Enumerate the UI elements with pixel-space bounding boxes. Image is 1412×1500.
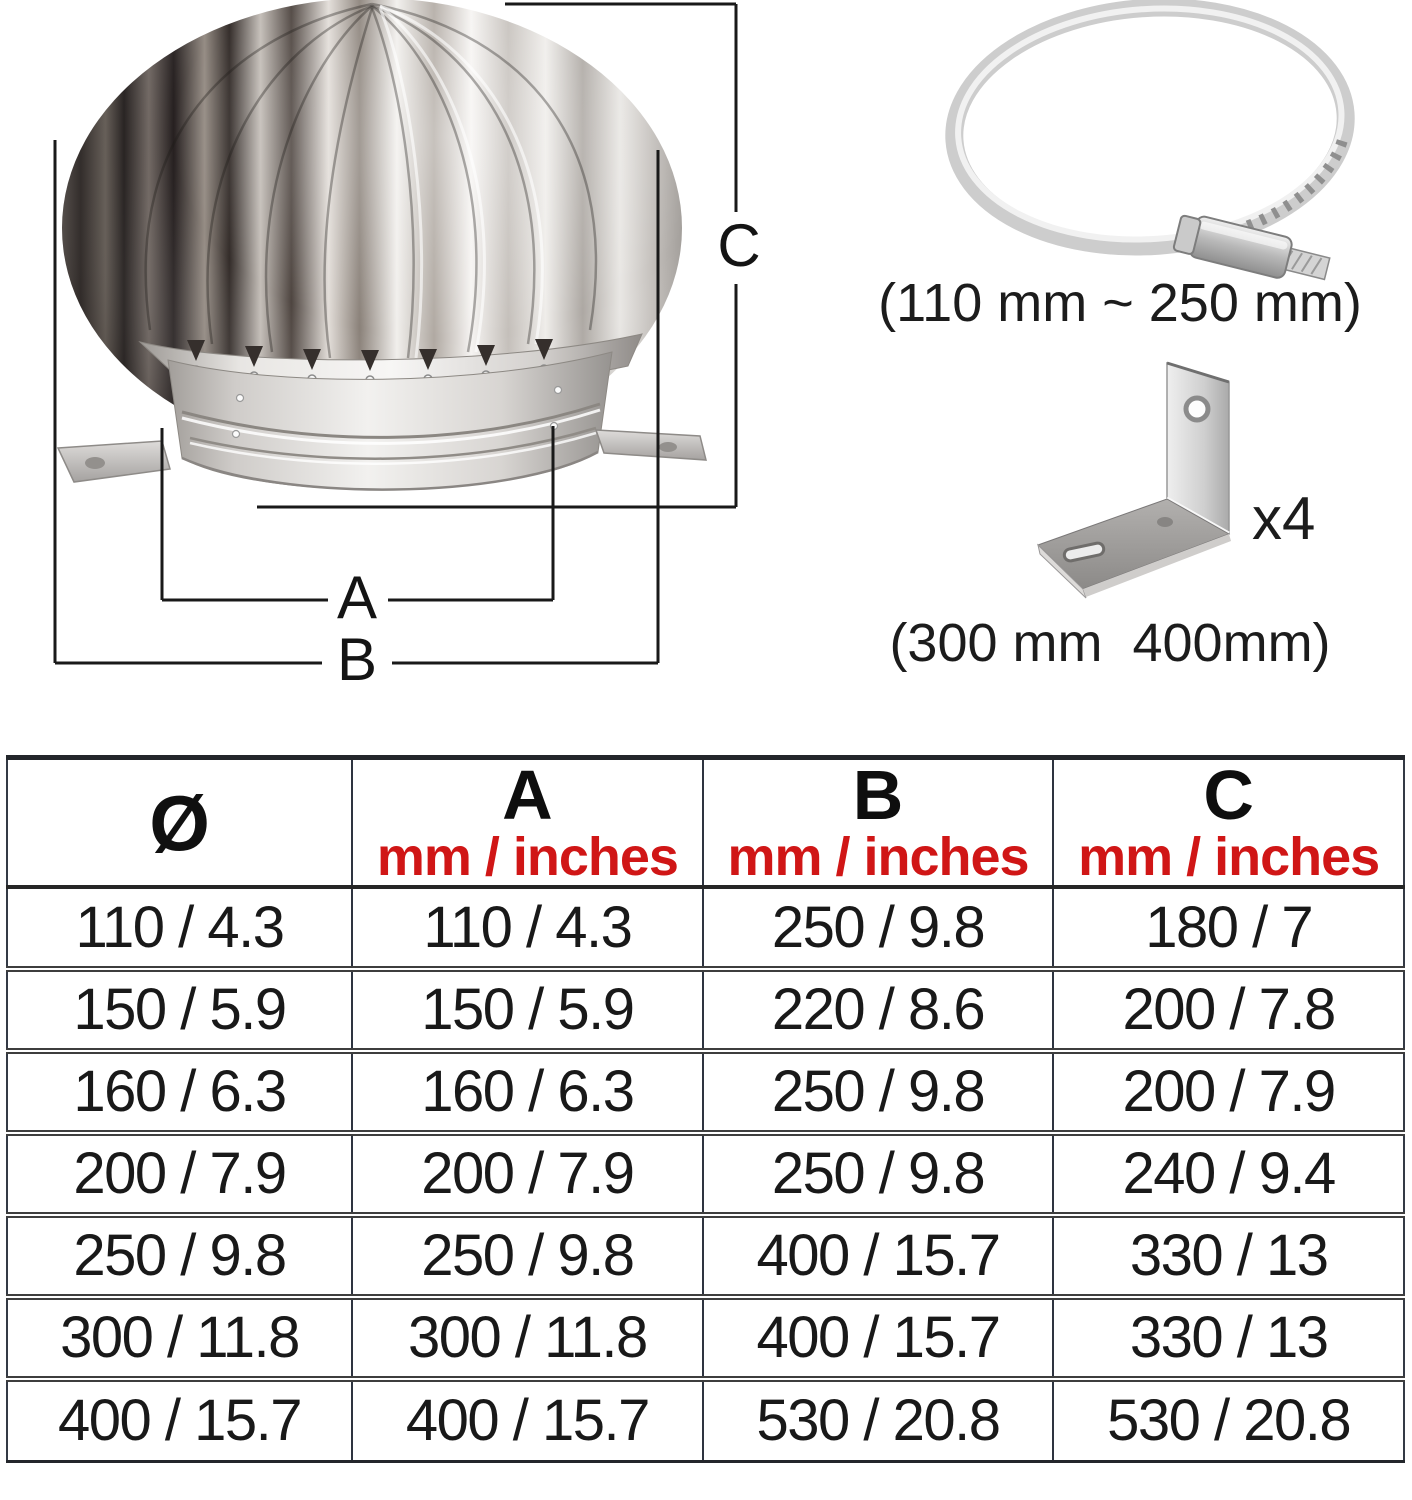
header-col-b: B mm / inches (701, 756, 1054, 888)
table-cell: 160 / 6.3 (73, 1059, 287, 1125)
table-cell: 300 / 11.8 (351, 1297, 703, 1380)
table-cell: 530 / 20.8 (1052, 1379, 1404, 1462)
table-cell: 300 / 11.8 (60, 1305, 300, 1371)
col-b-letter: B (852, 756, 904, 834)
col-c-unit: mm / inches (1078, 826, 1380, 887)
col-a-letter: A (502, 756, 553, 834)
dimension-c-label: C (717, 212, 761, 279)
table-cell: 150 / 5.9 (351, 969, 703, 1052)
table-cell: 400 / 15.7 (701, 1297, 1054, 1380)
mounting-feet (56, 429, 707, 483)
bracket-slot (1062, 541, 1106, 563)
col-b-unit: mm / inches (727, 826, 1029, 887)
table-cell: 250 / 9.8 (351, 1215, 703, 1298)
dimension-a-lines (160, 426, 555, 602)
cowl-vane-tips (187, 339, 553, 371)
diameter-symbol: Ø (149, 778, 210, 867)
table-cell: 400 / 15.7 (58, 1387, 303, 1453)
table-cell: 250 / 9.8 (701, 1051, 1054, 1134)
bracket-size-caption: (300 mm 400mm) (889, 613, 1331, 673)
header-row: Ø A mm / inches B mm / inches C mm / inc… (7, 756, 1404, 888)
cowl-vane-seams (144, 2, 598, 359)
table-cell: 240 / 9.4 (1052, 1133, 1404, 1216)
size-table-container: Ø A mm / inches B mm / inches C mm / inc… (6, 755, 1405, 1463)
col-a-unit: mm / inches (376, 826, 679, 887)
dimension-lines (53, 2, 738, 665)
table-cell: 250 / 9.8 (701, 1133, 1054, 1216)
table-cell: 150 / 5.9 (73, 977, 287, 1043)
feet-holes (85, 442, 677, 469)
table-row: 300 / 11.8 300 / 11.8 400 / 15.7 330 / 1… (7, 1297, 1404, 1380)
cowl-illustration (56, 0, 707, 491)
table-cell: 250 / 9.8 (73, 1223, 287, 1289)
dimension-b-lines (53, 140, 660, 665)
table-cell: 400 / 15.7 (351, 1379, 703, 1462)
dimension-a-label: A (336, 564, 378, 631)
table-cell: 110 / 4.3 (75, 894, 285, 960)
cowl-ball-shading (62, 0, 682, 458)
clamp-screw-housing (1172, 214, 1331, 281)
table-cell: 200 / 7.9 (73, 1141, 287, 1207)
table-cell: 180 / 7 (1052, 887, 1404, 970)
base-ridges (181, 402, 601, 491)
table-cell: 330 / 13 (1052, 1297, 1404, 1380)
table-row: 400 / 15.7 400 / 15.7 530 / 20.8 530 / 2… (7, 1379, 1404, 1462)
table-cell: 110 / 4.3 (351, 887, 703, 970)
cowl-vane-highlights (378, 4, 544, 359)
table-cell: 200 / 7.8 (1052, 969, 1404, 1052)
table-cell: 220 / 8.6 (701, 969, 1054, 1052)
header-diameter: Ø (7, 758, 352, 888)
col-c-letter: C (1203, 756, 1254, 834)
dimension-c-lines (257, 2, 738, 509)
header-col-c: C mm / inches (1052, 756, 1404, 888)
table-cell: 400 / 15.7 (701, 1215, 1054, 1298)
table-cell: 530 / 20.8 (701, 1379, 1054, 1462)
table-row: 160 / 6.3 160 / 6.3 250 / 9.8 200 / 7.9 (7, 1051, 1404, 1134)
table-cell: 200 / 7.9 (1052, 1051, 1404, 1134)
table-row: 250 / 9.8 250 / 9.8 400 / 15.7 330 / 13 (7, 1215, 1404, 1298)
hose-clamp-illustration (945, 0, 1355, 281)
l-bracket-illustration (1037, 361, 1231, 599)
table-cell: 250 / 9.8 (701, 887, 1054, 970)
table-cell: 200 / 7.9 (351, 1133, 703, 1216)
bracket-small-hole (1157, 517, 1173, 527)
table-cell: 160 / 6.3 (351, 1051, 703, 1134)
header-col-a: A mm / inches (351, 756, 703, 888)
table-row: 110 / 4.3 110 / 4.3 250 / 9.8 180 / 7 (7, 887, 1404, 970)
dimension-b-label: B (336, 626, 378, 693)
table-row: 200 / 7.9 200 / 7.9 250 / 9.8 240 / 9.4 (7, 1133, 1404, 1216)
table-cell: 330 / 13 (1052, 1215, 1404, 1298)
bracket-quantity-label: x4 (1252, 485, 1316, 552)
size-table: Ø A mm / inches B mm / inches C mm / inc… (6, 755, 1405, 1463)
clamp-size-caption: (110 mm ~ 250 mm) (878, 273, 1362, 333)
table-row: 150 / 5.9 150 / 5.9 220 / 8.6 200 / 7.8 (7, 969, 1404, 1052)
bracket-hole (1183, 395, 1211, 423)
